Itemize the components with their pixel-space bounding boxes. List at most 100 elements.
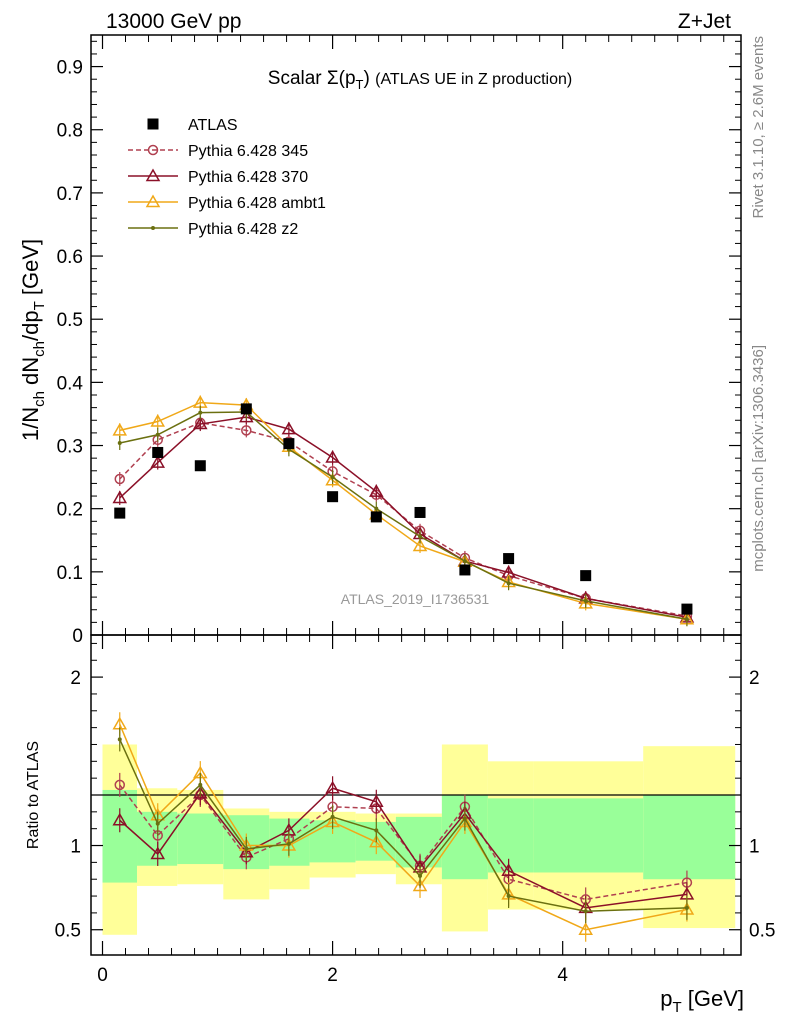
legend-label: ATLAS: [188, 117, 238, 134]
series-point: [192, 416, 208, 430]
legend-marker: [151, 226, 155, 230]
series-point: [330, 475, 335, 480]
y-tick-label: 0.8: [57, 121, 83, 142]
atlas-data-point: [327, 491, 339, 503]
ratio-line: [119, 739, 687, 912]
ratio-point: [150, 846, 166, 860]
series-line: [119, 422, 688, 617]
ratio-point: [198, 782, 203, 787]
ratio-point: [374, 828, 379, 833]
ratio-panel: 0.5 0.5 1 1 2 2: [55, 634, 775, 956]
series-point: [506, 581, 511, 586]
atlas-data-point: [240, 403, 252, 415]
y-tick-label: 0: [72, 626, 83, 647]
legend-label: Pythia 6.428 ambt1: [188, 195, 326, 212]
y-axis-label: 1/Nch dNch/dpT [GeV]: [18, 239, 48, 441]
atlas-data-point: [459, 564, 471, 576]
series-point: [281, 421, 297, 435]
ratio-tick-label: 0.5: [55, 921, 81, 942]
uncertainty-band-inner: [102, 789, 138, 883]
y-tick-label: 0.3: [57, 437, 83, 458]
series-point: [369, 484, 384, 497]
legend-marker: [145, 194, 161, 208]
legend-marker-atlas: [147, 118, 159, 130]
header-energy: 13000 GeV pp: [106, 10, 241, 33]
ratio-point: [412, 878, 428, 892]
ratio-point: [583, 909, 588, 914]
ratio-line: [119, 787, 688, 909]
series-point: [112, 422, 128, 436]
uncertainty-band-inner: [533, 798, 644, 873]
legend-label: Pythia 6.428 370: [188, 169, 308, 186]
series-point: [239, 409, 254, 423]
ratio-point: [286, 841, 291, 846]
legend-label: Pythia 6.428 345: [188, 143, 308, 160]
ratio-point: [578, 922, 593, 935]
ratio-point: [325, 780, 340, 794]
y-tick-label: 0.9: [57, 58, 83, 79]
analysis-watermark: ATLAS_2019_I1736531: [341, 591, 490, 607]
x-tick-label: 2: [327, 965, 338, 986]
series-point: [412, 538, 428, 552]
series-point: [198, 410, 203, 415]
x-axis-label: pT [GeV]: [660, 986, 744, 1016]
ratio-tick-label-right: 0.5: [749, 921, 775, 942]
chart-title: Scalar Σ(pT) (ATLAS UE in Z production): [268, 68, 572, 92]
uncertainty-band-inner: [487, 798, 534, 873]
atlas-data-point: [503, 553, 515, 565]
legend-marker: [147, 144, 159, 156]
ratio-tick-label-right: 2: [749, 668, 760, 689]
ratio-point: [506, 894, 511, 899]
ratio-tick-label: 2: [70, 668, 81, 689]
series-point: [374, 506, 379, 511]
ratio-point: [112, 812, 128, 826]
ratio-y-axis-label: Ratio to ATLAS: [25, 741, 42, 849]
x-tick-label: 0: [97, 965, 108, 986]
uncertainty-band-inner: [177, 813, 224, 865]
series-point: [241, 425, 252, 436]
series-point: [325, 450, 340, 463]
series-point: [114, 473, 126, 485]
ratio-point: [418, 873, 423, 878]
atlas-data-point: [370, 511, 382, 523]
x-tick-label: 4: [557, 965, 568, 986]
atlas-data-point: [114, 507, 126, 519]
ratio-point: [369, 794, 384, 807]
atlas-data-point: [414, 506, 426, 518]
series-point: [583, 598, 588, 603]
y-tick-label: 0.5: [57, 310, 83, 331]
header-process: Z+Jet: [678, 10, 731, 33]
legend: ATLAS Pythia 6.428 345 Pythia 6.428 370 Pyt…: [128, 117, 326, 238]
mcplots-reference-text: mcplots.cern.ch [arXiv:1306.3436]: [750, 345, 767, 572]
ratio-line: [119, 723, 688, 931]
series-point: [462, 559, 467, 564]
ratio-point: [684, 905, 689, 910]
y-tick-label: 0.6: [57, 247, 83, 268]
ratio-tick-label-right: 1: [749, 837, 760, 858]
main-panel: 0 0.1 0.2 0.3 0.4 0.5 0.6 0.7 0.8 0.9 Scalar Σ(pT…: [57, 34, 742, 647]
main-y-ticks: 0 0.1 0.2 0.3 0.4 0.5 0.6 0.7 0.8 0.9: [57, 40, 741, 647]
y-tick-label: 0.4: [57, 373, 84, 394]
ratio-series: [112, 712, 695, 942]
ratio-point: [462, 816, 467, 821]
ratio-line: [119, 784, 688, 901]
uncertainty-band-inner: [643, 795, 736, 880]
ratio-point: [501, 863, 516, 877]
y-tick-label: 0.1: [57, 563, 83, 584]
rivet-version-text: Rivet 3.1.10, ≥ 2.6M events: [750, 36, 767, 219]
series-point: [155, 432, 160, 437]
main-series: [112, 395, 695, 627]
atlas-data-point: [580, 570, 592, 582]
series-line: [119, 401, 688, 620]
series-line: [119, 411, 688, 620]
series-point: [150, 414, 166, 427]
y-tick-label: 0.7: [57, 184, 83, 205]
series-point: [418, 534, 423, 539]
ratio-point: [192, 785, 208, 799]
atlas-data-point: [194, 460, 206, 472]
ratio-point: [114, 779, 126, 791]
series-point: [578, 595, 593, 609]
series-point: [117, 441, 122, 445]
atlas-data-point: [681, 603, 693, 615]
